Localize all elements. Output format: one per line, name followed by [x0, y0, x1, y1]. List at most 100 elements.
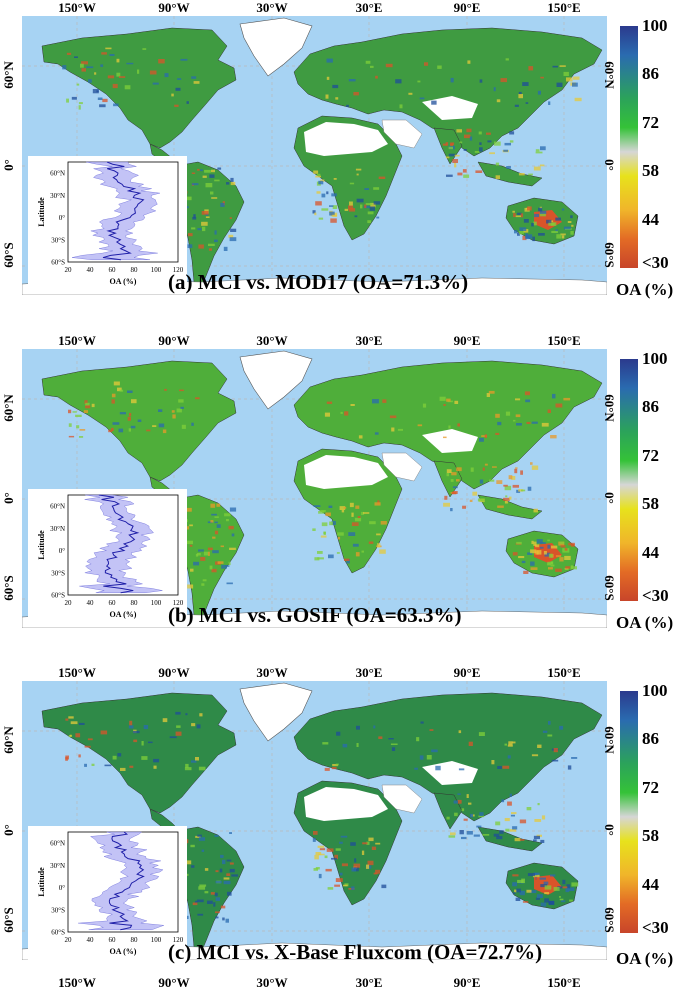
oa-pixel [537, 90, 541, 95]
oa-pixel [348, 208, 356, 212]
latitude-label-right: 60°S [602, 242, 617, 268]
oa-pixel [203, 551, 208, 556]
oa-pixel [198, 766, 206, 771]
oa-pixel [186, 101, 189, 104]
oa-pixel [388, 738, 394, 740]
longitude-label: 30°E [355, 333, 383, 348]
oa-pixel [318, 511, 325, 514]
oa-pixel [186, 507, 192, 512]
oa-pixel [517, 879, 524, 883]
oa-pixel [514, 468, 518, 474]
oa-pixel [66, 52, 72, 55]
oa-pixel [337, 532, 344, 536]
longitude-label: 30°E [355, 975, 383, 990]
latitude-label-left: 60°N [1, 394, 16, 422]
oa-pixel [479, 142, 482, 145]
oa-pixel [504, 500, 508, 504]
map-svg [22, 16, 607, 295]
oa-pixel [541, 888, 546, 893]
oa-pixel [202, 579, 207, 582]
oa-pixel [137, 69, 140, 74]
colorbar [620, 26, 638, 268]
oa-pixel [321, 208, 329, 211]
oa-pixel [349, 201, 353, 206]
oa-pixel [454, 163, 457, 168]
oa-pixel [130, 425, 136, 429]
oa-pixel [229, 237, 237, 242]
oa-pixel [171, 93, 174, 97]
oa-pixel [479, 479, 484, 484]
longitude-label: 30°W [256, 0, 288, 15]
longitude-label: 30°W [256, 333, 288, 348]
oa-pixel [197, 168, 200, 171]
oa-pixel [390, 743, 398, 745]
oa-pixel [533, 541, 537, 546]
inset-y-tick: 60°N [50, 503, 65, 511]
oa-pixel [482, 467, 485, 471]
oa-range-band [78, 831, 164, 930]
colorbar-tick: 72 [642, 113, 659, 132]
oa-pixel [196, 724, 201, 729]
sahara [304, 455, 388, 489]
oa-pixel [351, 522, 359, 526]
oa-pixel [559, 898, 564, 901]
inset-x-tick: 40 [87, 936, 95, 944]
oa-pixel [524, 391, 530, 396]
oa-pixel [516, 541, 522, 545]
oa-pixel [507, 755, 511, 759]
oa-pixel [341, 509, 345, 513]
oa-pixel [195, 553, 199, 557]
longitude-label: 90°W [158, 0, 190, 15]
oa-pixel [164, 73, 169, 78]
oa-pixel [80, 63, 84, 68]
oa-pixel [530, 549, 537, 554]
oa-pixel [315, 175, 321, 178]
oa-pixel [373, 187, 380, 190]
colorbar-tick: 58 [642, 826, 659, 845]
oa-pixel [112, 83, 118, 89]
latitude-label-right: 60°N [602, 61, 617, 89]
oa-pixel [191, 76, 197, 79]
longitude-label: 150°W [58, 665, 96, 680]
oa-pixel [320, 179, 325, 182]
oa-mean-line [108, 831, 145, 931]
oa-pixel [334, 884, 340, 887]
oa-pixel [226, 182, 230, 185]
longitude-label: 90°E [453, 665, 481, 680]
oa-pixel [315, 201, 322, 206]
panel-title: (a) MCI vs. MOD17 (OA=71.3%) [168, 270, 469, 294]
oa-pixel [380, 521, 387, 525]
inset-x-tick: 120 [173, 266, 184, 274]
oa-pixel [533, 835, 540, 840]
oa-pixel [354, 215, 358, 218]
oa-pixel [215, 897, 220, 901]
oa-pixel [363, 512, 370, 514]
oa-pixel [367, 220, 372, 224]
oa-pixel [78, 754, 81, 758]
oa-pixel [519, 230, 524, 235]
oa-pixel [215, 880, 222, 884]
oa-pixel [469, 499, 473, 502]
oa-pixel [374, 502, 381, 506]
oa-pixel [339, 841, 343, 844]
oa-pixel [500, 78, 507, 83]
oa-pixel [361, 511, 365, 515]
oa-pixel [201, 221, 208, 226]
oa-pixel [537, 803, 540, 806]
oa-pixel [468, 802, 472, 805]
latitude-label-right: 60°S [602, 575, 617, 601]
oa-pixel [479, 812, 484, 816]
oa-pixel [519, 839, 525, 841]
oa-pixel [320, 535, 327, 538]
oa-pixel [512, 484, 519, 488]
oa-pixel [561, 900, 566, 903]
oa-pixel [535, 151, 543, 154]
oa-pixel [534, 819, 542, 822]
oa-pixel [326, 58, 333, 63]
oa-pixel [367, 211, 374, 215]
oa-pixel [531, 540, 534, 545]
oa-pixel [443, 436, 447, 439]
inset-x-tick: 40 [87, 599, 95, 607]
oa-pixel [414, 767, 418, 770]
latitude-label-left: 60°S [1, 907, 16, 933]
